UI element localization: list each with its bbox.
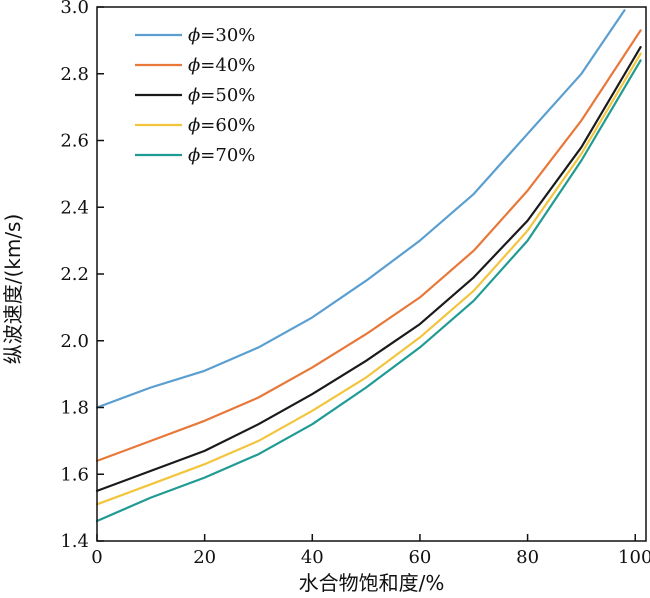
y-axis-label: 纵波速度/(km/s) (1, 214, 25, 365)
y-tick-label: 2.2 (60, 264, 89, 285)
y-tick-label: 1.4 (60, 531, 89, 552)
legend-entry-5: ϕ=70% (188, 145, 255, 166)
legend-symbol: ϕ (188, 145, 200, 166)
legend-value: =40% (200, 55, 255, 76)
legend-entry-3: ϕ=50% (188, 85, 255, 106)
x-tick-label: 0 (91, 547, 102, 568)
y-tick-label: 1.6 (60, 464, 89, 485)
legend-entry-1: ϕ=30% (188, 25, 255, 46)
series-line-2 (95, 29, 642, 462)
plot-lines (95, 9, 642, 523)
series-line-1 (95, 9, 626, 409)
legend-value: =50% (200, 85, 255, 106)
x-tick-label: 100 (618, 547, 650, 568)
legend-entry-2: ϕ=40% (188, 55, 255, 76)
legend-value: =60% (200, 115, 255, 136)
legend-symbol: ϕ (188, 25, 200, 46)
y-tick-label: 1.8 (60, 398, 89, 419)
legend-value: =70% (200, 145, 255, 166)
y-tick-label: 3.0 (60, 0, 89, 18)
y-tick-label: 2.4 (60, 197, 89, 218)
x-tick-label: 80 (516, 547, 539, 568)
y-tick-label: 2.6 (60, 131, 89, 152)
x-tick-label: 40 (301, 547, 324, 568)
legend: ϕ=30%ϕ=40%ϕ=50%ϕ=60%ϕ=70% (135, 25, 255, 166)
y-tick-label: 2.8 (60, 64, 89, 85)
x-axis-label: 水合物饱和度/% (299, 571, 445, 595)
series-line-5 (95, 59, 642, 523)
legend-symbol: ϕ (188, 55, 200, 76)
y-axis-ticks: 1.4 1.6 1.8 2.0 2.2 2.4 2.6 2.8 3.0 (60, 0, 104, 552)
x-axis-ticks: 0 20 40 60 80 100 (91, 534, 650, 568)
x-tick-label: 60 (408, 547, 431, 568)
series-line-4 (95, 52, 642, 506)
y-tick-label: 2.0 (60, 331, 89, 352)
legend-value: =30% (200, 25, 255, 46)
x-tick-label: 20 (193, 547, 216, 568)
legend-symbol: ϕ (188, 85, 200, 106)
legend-entry-4: ϕ=60% (188, 115, 255, 136)
series-line-3 (95, 45, 642, 492)
legend-symbol: ϕ (188, 115, 200, 136)
